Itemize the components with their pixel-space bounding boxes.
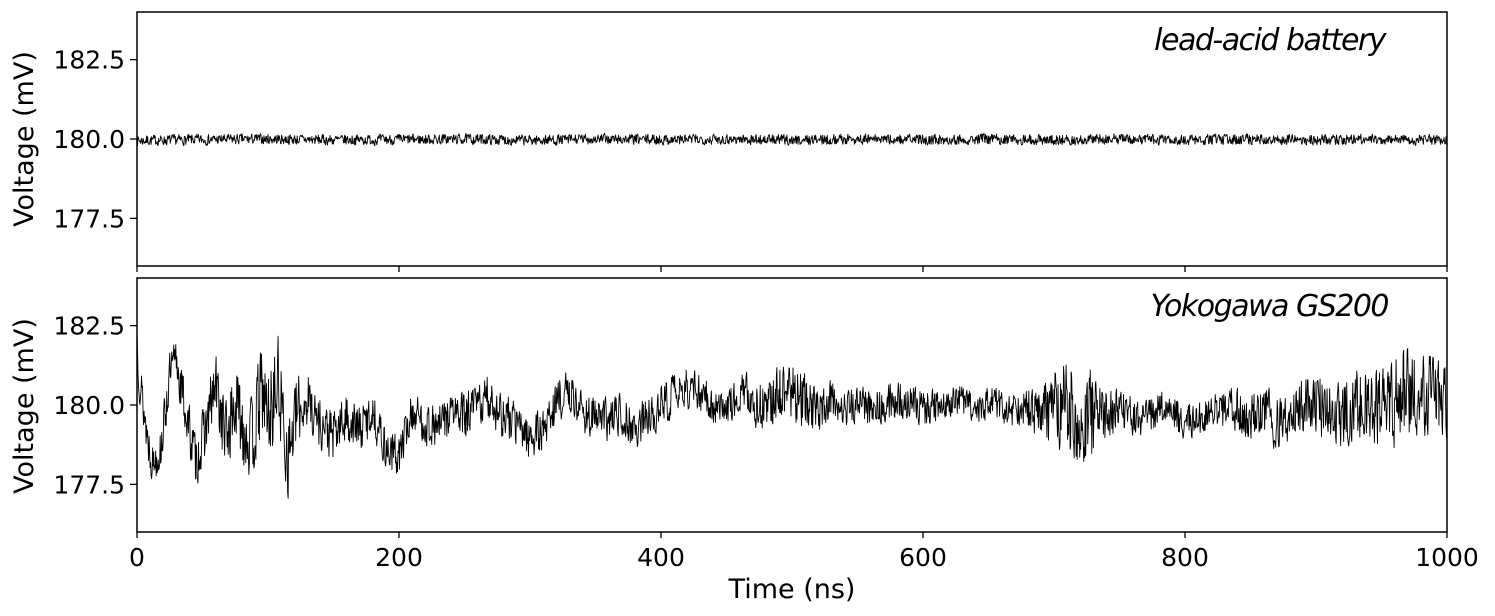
panel-top-x-ticks bbox=[136, 266, 1448, 272]
panel-bottom-y-ticks: 177.5 180.0 182.5 bbox=[53, 312, 137, 499]
panel-bottom-x-tick-label: 600 bbox=[899, 543, 947, 572]
panel-top: 177.5 180.0 182.5 lead-acid battery Voltag… bbox=[9, 11, 1448, 272]
series-line-lead-acid bbox=[136, 132, 1448, 147]
panel-bottom-y-tick-label: 180.0 bbox=[53, 391, 125, 420]
panel-bottom: 177.5 180.0 182.5 0 200 400 600 800 1000 Yokoga… bbox=[9, 277, 1479, 605]
panel-bottom-y-tick-label: 182.5 bbox=[53, 312, 125, 341]
panel-bottom-x-tick-label: 800 bbox=[1161, 543, 1209, 572]
panel-top-y-tick-label: 180.0 bbox=[53, 125, 125, 154]
panel-top-y-axis-label: Voltage (mV) bbox=[9, 51, 40, 227]
panel-bottom-y-axis-label: Voltage (mV) bbox=[9, 318, 40, 494]
x-axis-label: Time (ns) bbox=[728, 574, 856, 605]
panel-bottom-annotation: Yokogawa GS200 bbox=[1150, 289, 1388, 324]
panel-bottom-x-tick-label: 1000 bbox=[1415, 543, 1479, 572]
panel-bottom-x-ticks: 0 200 400 600 800 1000 bbox=[129, 532, 1479, 572]
panel-top-annotation: lead-acid battery bbox=[1154, 23, 1388, 58]
panel-bottom-y-tick-label: 177.5 bbox=[53, 470, 125, 499]
panel-top-y-tick-label: 182.5 bbox=[53, 46, 125, 75]
panel-bottom-x-tick-label: 0 bbox=[129, 543, 145, 572]
panel-top-y-ticks: 177.5 180.0 182.5 bbox=[53, 46, 137, 233]
series-line-yokogawa bbox=[136, 331, 1448, 499]
panel-bottom-x-tick-label: 400 bbox=[637, 543, 685, 572]
panel-top-y-tick-label: 177.5 bbox=[53, 204, 125, 233]
panel-bottom-x-tick-label: 200 bbox=[375, 543, 423, 572]
